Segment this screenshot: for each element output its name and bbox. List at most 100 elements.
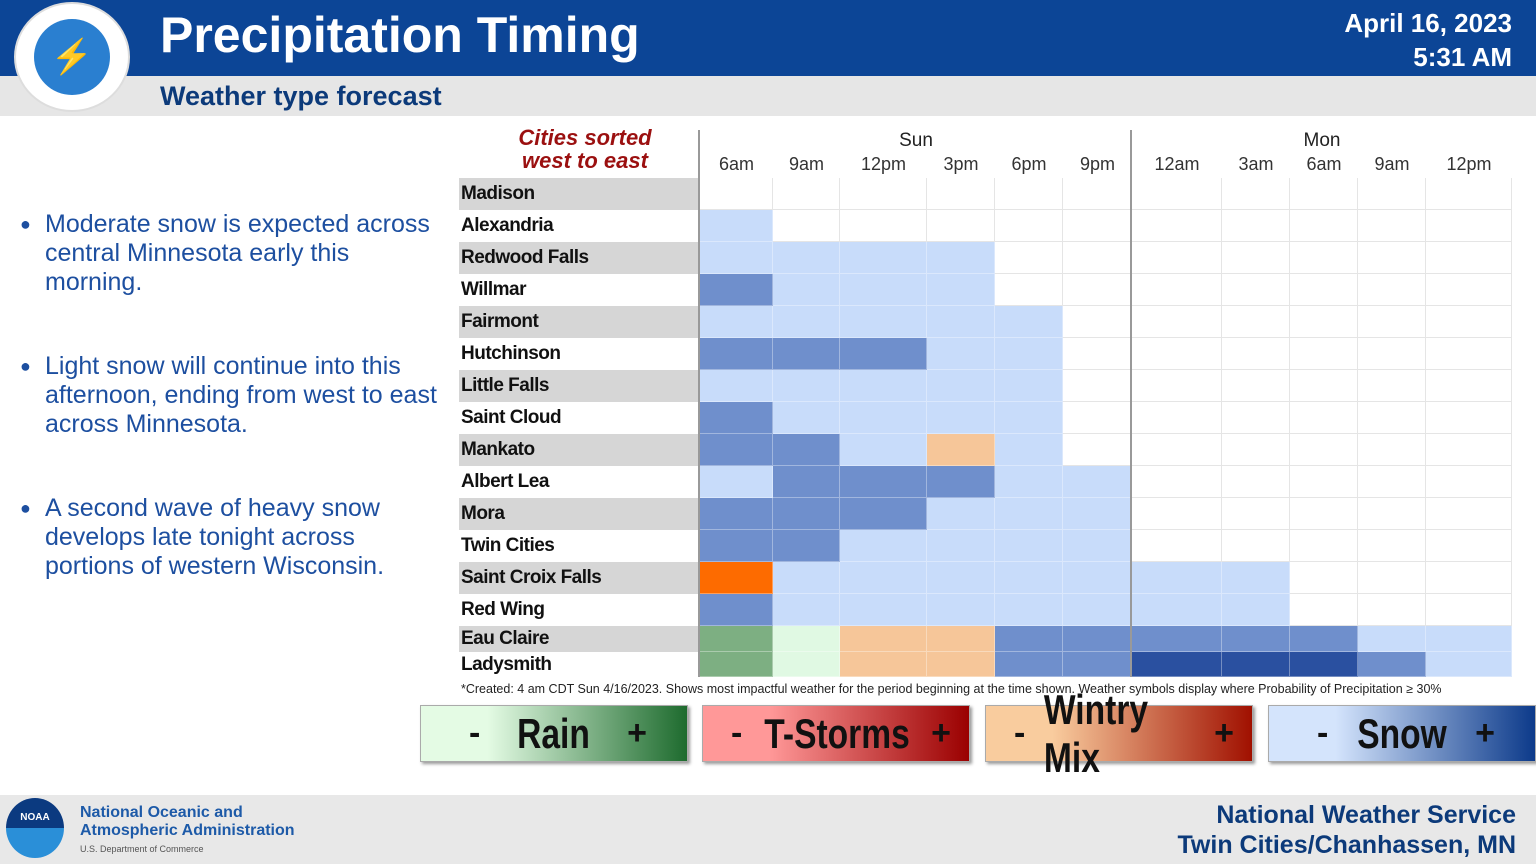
table-row: Twin Cities bbox=[459, 530, 1512, 562]
time-label: 3am bbox=[1238, 154, 1274, 174]
sort-note-line: west to east bbox=[522, 148, 648, 173]
time-label: 3pm bbox=[943, 154, 979, 174]
forecast-cell bbox=[1358, 242, 1426, 274]
forecast-cell bbox=[840, 210, 927, 242]
forecast-cell bbox=[1426, 402, 1512, 434]
forecast-cell bbox=[1358, 530, 1426, 562]
forecast-cell bbox=[1222, 466, 1290, 498]
forecast-cell bbox=[700, 466, 773, 498]
forecast-cell bbox=[840, 370, 927, 402]
forecast-cell bbox=[1358, 652, 1426, 677]
city-label: Madison bbox=[459, 178, 700, 210]
forecast-cell bbox=[927, 498, 995, 530]
subheader-bar bbox=[0, 76, 1536, 116]
legend-minus: - bbox=[469, 714, 481, 752]
forecast-cell bbox=[840, 434, 927, 466]
forecast-cell bbox=[1426, 594, 1512, 626]
table-row: Fairmont bbox=[459, 306, 1512, 338]
forecast-cell bbox=[840, 530, 927, 562]
forecast-cell bbox=[927, 652, 995, 677]
forecast-cell bbox=[700, 274, 773, 306]
forecast-cell bbox=[1063, 594, 1132, 626]
forecast-cell bbox=[1426, 370, 1512, 402]
forecast-cell bbox=[1290, 562, 1358, 594]
legend-plus: + bbox=[931, 714, 951, 752]
time-label: 12am bbox=[1154, 154, 1200, 174]
forecast-cell bbox=[1222, 306, 1290, 338]
forecast-cell bbox=[995, 242, 1063, 274]
forecast-cell bbox=[1132, 274, 1222, 306]
forecast-cell bbox=[1290, 178, 1358, 210]
forecast-cell bbox=[1290, 242, 1358, 274]
forecast-cell bbox=[995, 594, 1063, 626]
forecast-cell bbox=[1426, 338, 1512, 370]
forecast-cell bbox=[1426, 530, 1512, 562]
forecast-cell bbox=[1222, 626, 1290, 652]
forecast-cell bbox=[1222, 178, 1290, 210]
time-label: 9am bbox=[788, 154, 824, 174]
forecast-cell bbox=[995, 370, 1063, 402]
forecast-cell bbox=[700, 306, 773, 338]
forecast-cell bbox=[1222, 498, 1290, 530]
forecast-cell bbox=[840, 562, 927, 594]
forecast-cell bbox=[1358, 274, 1426, 306]
forecast-cell bbox=[1132, 306, 1222, 338]
noaa-dept: U.S. Department of Commerce bbox=[80, 844, 204, 854]
footer-bar bbox=[0, 795, 1536, 864]
forecast-cell bbox=[927, 370, 995, 402]
forecast-cell bbox=[1290, 652, 1358, 677]
forecast-cell bbox=[1290, 338, 1358, 370]
time-label: 6am bbox=[1306, 154, 1342, 174]
forecast-cell bbox=[995, 652, 1063, 677]
day-divider bbox=[698, 130, 700, 677]
forecast-cell bbox=[1358, 178, 1426, 210]
forecast-cell bbox=[700, 498, 773, 530]
forecast-cell bbox=[1222, 370, 1290, 402]
forecast-cell bbox=[1426, 466, 1512, 498]
forecast-cell bbox=[1063, 338, 1132, 370]
noaa-logo: NOAA bbox=[6, 798, 64, 858]
forecast-cell bbox=[1132, 530, 1222, 562]
date: April 16, 2023 bbox=[1344, 8, 1512, 38]
forecast-cell bbox=[1290, 466, 1358, 498]
forecast-cell bbox=[1063, 402, 1132, 434]
forecast-cell bbox=[927, 210, 995, 242]
legend-wintry-mix: - Wintry Mix + bbox=[985, 686, 1253, 781]
forecast-cell bbox=[1063, 370, 1132, 402]
forecast-cell bbox=[995, 562, 1063, 594]
legend-minus: - bbox=[731, 714, 743, 752]
forecast-cell bbox=[1358, 402, 1426, 434]
forecast-cell bbox=[1358, 370, 1426, 402]
city-label: Willmar bbox=[459, 274, 700, 306]
forecast-cell bbox=[1290, 530, 1358, 562]
forecast-cell bbox=[840, 402, 927, 434]
forecast-cell bbox=[1132, 562, 1222, 594]
forecast-cell bbox=[1290, 306, 1358, 338]
table-row: Eau Claire bbox=[459, 626, 1512, 652]
table-row: Red Wing bbox=[459, 594, 1512, 626]
sort-note-line: Cities sorted bbox=[518, 125, 652, 150]
forecast-cell bbox=[1426, 274, 1512, 306]
forecast-cell bbox=[927, 562, 995, 594]
forecast-cell bbox=[1358, 626, 1426, 652]
forecast-cell bbox=[995, 178, 1063, 210]
forecast-cell bbox=[1132, 652, 1222, 677]
forecast-cell bbox=[1222, 242, 1290, 274]
legend-minus: - bbox=[1014, 714, 1026, 752]
table-row: Willmar bbox=[459, 274, 1512, 306]
forecast-cell bbox=[700, 652, 773, 677]
forecast-cell bbox=[1132, 338, 1222, 370]
city-label: Saint Cloud bbox=[459, 402, 700, 434]
legend-label: T-Storms bbox=[763, 709, 910, 757]
forecast-cell bbox=[1063, 498, 1132, 530]
table-row: Saint Cloud bbox=[459, 402, 1512, 434]
forecast-cell bbox=[1290, 274, 1358, 306]
forecast-cell bbox=[1358, 306, 1426, 338]
city-label: Saint Croix Falls bbox=[459, 562, 700, 594]
forecast-cell bbox=[773, 242, 840, 274]
forecast-cell bbox=[1132, 466, 1222, 498]
forecast-cell bbox=[927, 530, 995, 562]
forecast-cell bbox=[1290, 434, 1358, 466]
forecast-cell bbox=[1222, 210, 1290, 242]
table-row: Mora bbox=[459, 498, 1512, 530]
